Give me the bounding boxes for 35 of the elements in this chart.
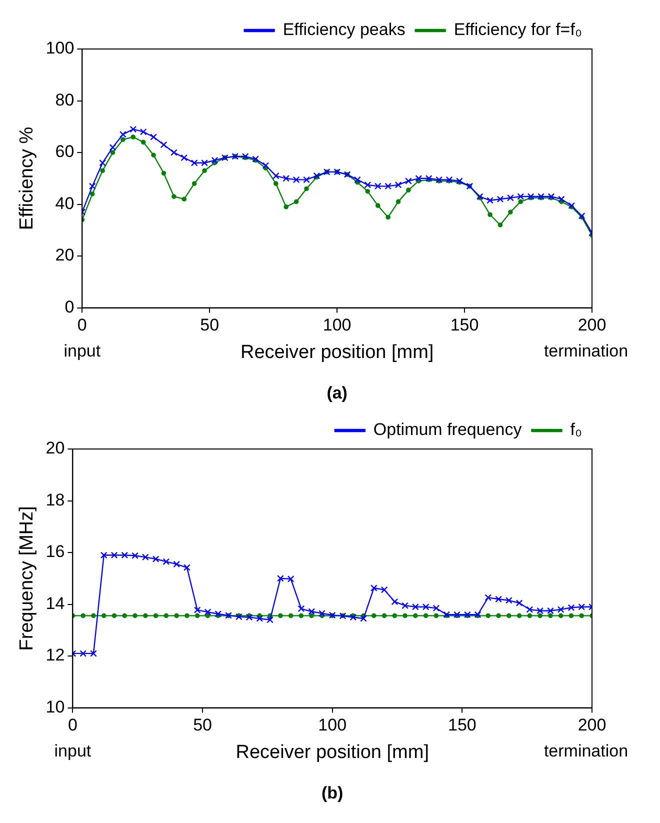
y-tick-label: 14 xyxy=(46,594,65,613)
legend-label: Efficiency for f=f₀ xyxy=(454,20,582,40)
x-tick-label: 100 xyxy=(318,716,347,735)
legend-label: f₀ xyxy=(570,420,582,440)
x-tick-label: 200 xyxy=(578,716,606,735)
x-tick-label: 150 xyxy=(450,316,479,335)
text: termination xyxy=(544,341,628,360)
legend-label: Optimum frequency xyxy=(373,420,522,440)
y-tick-label: 20 xyxy=(46,438,65,458)
y-tick-label: 100 xyxy=(46,38,74,58)
text: (a) xyxy=(326,384,348,403)
x-tick-label: 150 xyxy=(448,716,476,735)
x-axis-title: Receiver position [mm] xyxy=(236,742,429,763)
y-tick-label: 12 xyxy=(46,646,65,665)
y-tick-label: 20 xyxy=(55,246,74,265)
text: (b) xyxy=(321,784,344,803)
text: input xyxy=(54,741,92,760)
x-tick-label: 100 xyxy=(322,316,352,335)
legend-label: Efficiency peaks xyxy=(282,20,406,40)
y-tick-label: 0 xyxy=(64,297,74,316)
x-tick-label: 200 xyxy=(578,316,606,335)
x-tick-label: 50 xyxy=(193,716,212,735)
x-tick-label: 50 xyxy=(200,316,220,335)
y-tick-label: 16 xyxy=(46,542,65,562)
x-axis-title: Receiver position [mm] xyxy=(240,342,434,363)
y-tick-label: 18 xyxy=(46,490,65,510)
y-tick-label: 60 xyxy=(55,142,74,162)
y-tick-label: 40 xyxy=(55,194,74,213)
y-axis-title: Efficiency % xyxy=(16,126,38,230)
y-tick-label: 10 xyxy=(46,697,65,716)
y-axis-title: Frequency [MHz] xyxy=(16,506,38,651)
x-tick-label: 0 xyxy=(77,316,87,335)
y-tick-label: 80 xyxy=(55,90,74,110)
text: termination xyxy=(544,741,628,760)
text: input xyxy=(64,341,101,360)
